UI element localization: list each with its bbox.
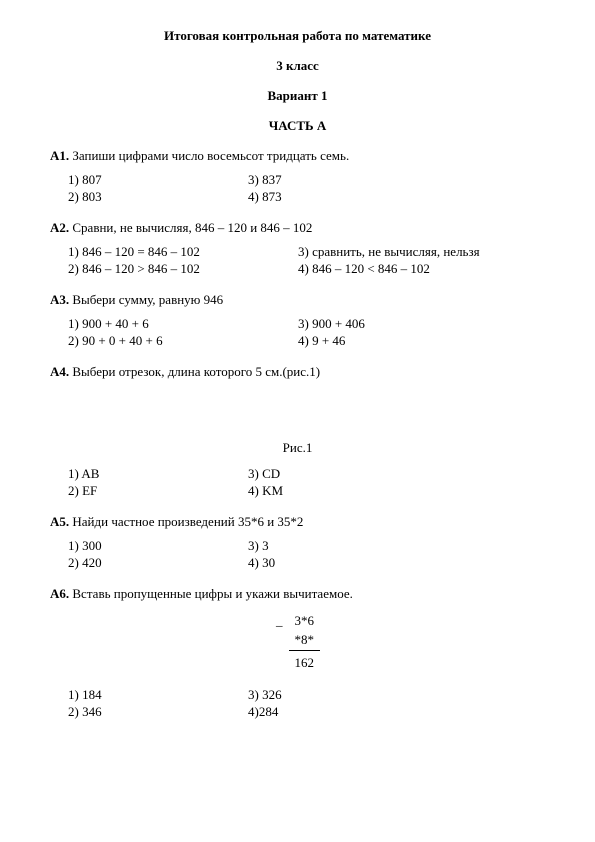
opt: 3) 837 xyxy=(248,172,282,189)
doc-title: Итоговая контрольная работа по математик… xyxy=(50,28,545,44)
sub-line1: 3*6 xyxy=(289,612,321,630)
opt: 4) 846 – 120 < 846 – 102 xyxy=(298,261,480,278)
opt: 2) 803 xyxy=(68,189,248,206)
q-label: А1. xyxy=(50,148,69,163)
q-text: Выбери отрезок, длина которого 5 см.(рис… xyxy=(72,364,320,379)
opt: 4) 30 xyxy=(248,555,275,572)
options-a3: 1) 900 + 40 + 6 3) 900 + 406 2) 90 + 0 +… xyxy=(68,316,545,350)
q-label: А5. xyxy=(50,514,69,529)
opt: 4) KM xyxy=(248,483,283,500)
opt: 4) 873 xyxy=(248,189,282,206)
q-label: А3. xyxy=(50,292,69,307)
q-text: Сравни, не вычисляя, 846 – 120 и 846 – 1… xyxy=(72,220,312,235)
options-a4: 1) AB 3) CD 2) EF 4) KM xyxy=(68,466,545,500)
options-a1: 1) 807 3) 837 2) 803 4) 873 xyxy=(68,172,545,206)
doc-part: ЧАСТЬ А xyxy=(50,118,545,134)
question-a6: А6. Вставь пропущенные цифры и укажи выч… xyxy=(50,586,545,602)
options-a5: 1) 300 3) 3 2) 420 4) 30 xyxy=(68,538,545,572)
opt: 3) 900 + 406 xyxy=(298,316,365,333)
opt: 3) сравнить, не вычисляя, нельзя xyxy=(298,244,480,261)
opt: 3) CD xyxy=(248,466,283,483)
q-text: Запиши цифрами число восемьсот тридцать … xyxy=(72,148,349,163)
sub-result: 162 xyxy=(289,651,321,672)
options-a6: 1) 184 3) 326 2) 346 4)284 xyxy=(68,687,545,721)
q-label: А2. xyxy=(50,220,69,235)
question-a5: А5. Найди частное произведений 35*6 и 35… xyxy=(50,514,545,530)
opt: 2) 346 xyxy=(68,704,248,721)
opt: 3) 326 xyxy=(248,687,282,704)
opt: 4) 9 + 46 xyxy=(298,333,365,350)
opt: 2) 846 – 120 > 846 – 102 xyxy=(68,261,298,278)
opt: 2) 420 xyxy=(68,555,248,572)
question-a4: А4. Выбери отрезок, длина которого 5 см.… xyxy=(50,364,545,380)
question-a3: А3. Выбери сумму, равную 946 xyxy=(50,292,545,308)
question-a2: А2. Сравни, не вычисляя, 846 – 120 и 846… xyxy=(50,220,545,236)
opt: 4)284 xyxy=(248,704,282,721)
sub-line2: *8* xyxy=(289,630,321,651)
figure-label: Рис.1 xyxy=(50,440,545,456)
q-text: Найди частное произведений 35*6 и 35*2 xyxy=(72,514,303,529)
opt: 1) 300 xyxy=(68,538,248,555)
opt: 1) AB xyxy=(68,466,248,483)
opt: 2) 90 + 0 + 40 + 6 xyxy=(68,333,298,350)
opt: 3) 3 xyxy=(248,538,275,555)
question-a1: А1. Запиши цифрами число восемьсот тридц… xyxy=(50,148,545,164)
subtraction-block: _ 3*6 *8* 162 xyxy=(50,612,545,675)
q-label: А6. xyxy=(50,586,69,601)
q-text: Выбери сумму, равную 946 xyxy=(72,292,223,307)
opt: 1) 846 – 120 = 846 – 102 xyxy=(68,244,298,261)
doc-variant: Вариант 1 xyxy=(50,88,545,104)
opt: 1) 807 xyxy=(68,172,248,189)
q-label: А4. xyxy=(50,364,69,379)
q-text: Вставь пропущенные цифры и укажи вычитае… xyxy=(72,586,353,601)
opt: 2) EF xyxy=(68,483,248,500)
minus-sign: _ xyxy=(275,612,289,630)
doc-grade: 3 класс xyxy=(50,58,545,74)
options-a2: 1) 846 – 120 = 846 – 102 3) сравнить, не… xyxy=(68,244,545,278)
opt: 1) 900 + 40 + 6 xyxy=(68,316,298,333)
opt: 1) 184 xyxy=(68,687,248,704)
